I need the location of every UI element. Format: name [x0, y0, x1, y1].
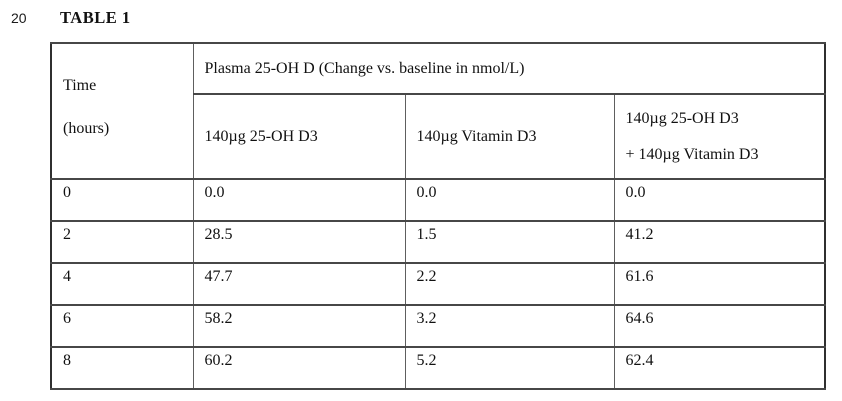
value-cell: 2.2	[404, 262, 615, 306]
value-cell: 0.0	[613, 178, 826, 222]
time-cell: 0	[50, 178, 194, 222]
column-header-combination: 140µg 25-OH D3 + 140µg Vitamin D3	[613, 93, 826, 180]
time-header-line2: (hours)	[63, 120, 110, 137]
time-cell: 2	[50, 220, 194, 264]
value-cell: 60.2	[192, 346, 406, 390]
value-cell: 5.2	[404, 346, 615, 390]
value-cell: 28.5	[192, 220, 406, 264]
value-cell: 41.2	[613, 220, 826, 264]
combination-header-line2: + 140µg Vitamin D3	[625, 145, 759, 163]
time-column-header: Time (hours)	[50, 42, 194, 180]
time-header-line1: Time	[63, 77, 97, 94]
time-cell: 6	[50, 304, 194, 348]
table-row: 6 58.2 3.2 64.6	[50, 304, 826, 348]
group-header-row: Time (hours) Plasma 25-OH D (Change vs. …	[50, 42, 826, 180]
value-cell: 64.6	[613, 304, 826, 348]
column-header-25ohd3: 140µg 25-OH D3	[192, 93, 406, 180]
results-table: Time (hours) Plasma 25-OH D (Change vs. …	[50, 42, 826, 390]
group-header-cell: Plasma 25-OH D (Change vs. baseline in n…	[192, 42, 826, 95]
time-cell: 4	[50, 262, 194, 306]
sub-header-row: 140µg 25-OH D3 140µg Vitamin D3 140µg 25…	[51, 93, 826, 180]
value-cell: 62.4	[613, 346, 826, 390]
value-cell: 1.5	[404, 220, 615, 264]
value-cell: 3.2	[404, 304, 615, 348]
table-row: 8 60.2 5.2 62.4	[50, 346, 826, 390]
value-cell: 58.2	[192, 304, 406, 348]
time-cell: 8	[50, 346, 194, 390]
table-row: 4 47.7 2.2 61.6	[50, 262, 826, 306]
column-header-vitamind3: 140µg Vitamin D3	[404, 93, 615, 180]
table-row: 0 0.0 0.0 0.0	[50, 178, 826, 222]
table-caption: TABLE 1	[60, 8, 131, 27]
table-row: 2 28.5 1.5 41.2	[50, 220, 826, 264]
value-cell: 0.0	[404, 178, 615, 222]
combination-header-line1: 140µg 25-OH D3	[625, 109, 739, 127]
margin-line-number: 20	[11, 10, 27, 26]
value-cell: 0.0	[192, 178, 406, 222]
value-cell: 61.6	[613, 262, 826, 306]
value-cell: 47.7	[192, 262, 406, 306]
